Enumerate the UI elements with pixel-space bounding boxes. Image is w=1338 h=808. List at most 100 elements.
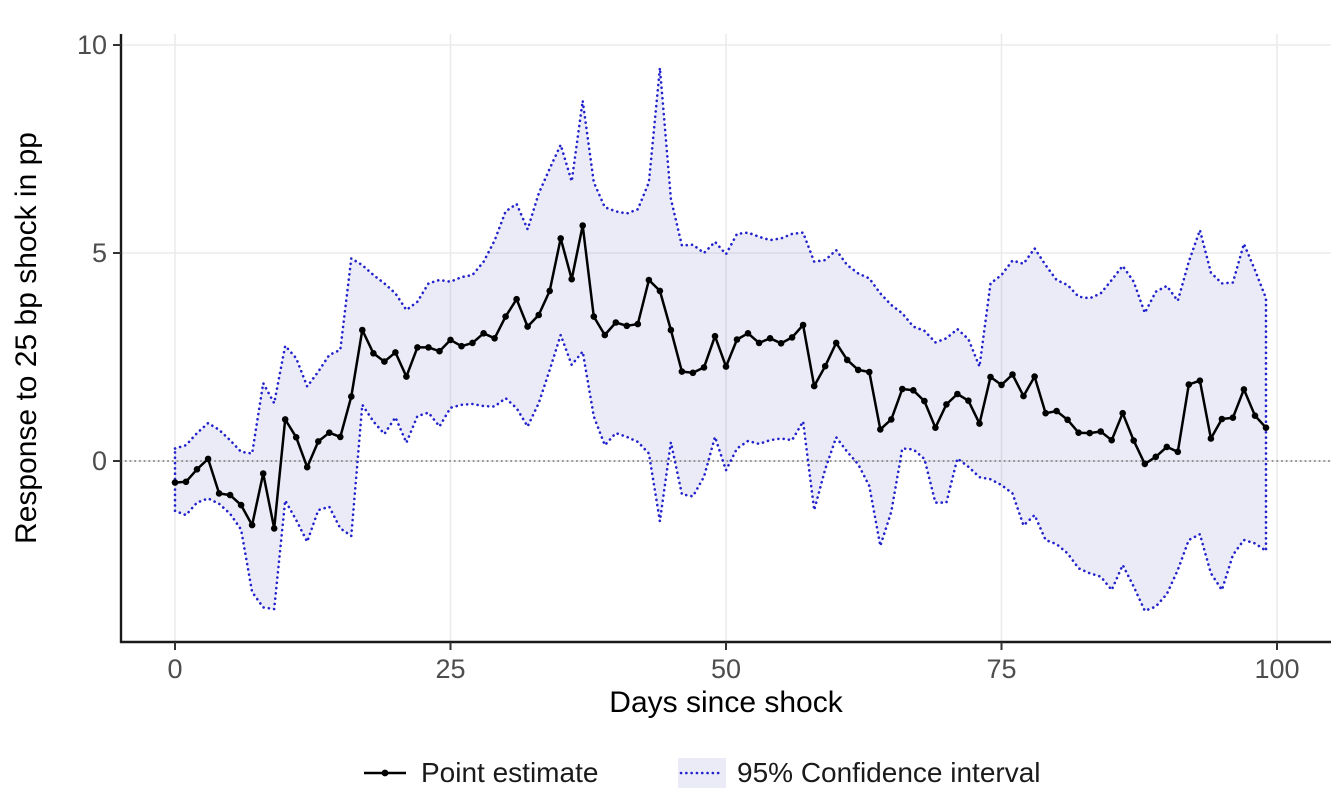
point-marker [921,397,928,405]
point-marker [821,362,829,370]
point-marker [326,429,333,437]
point-marker [810,382,818,390]
y-tick-label: 0 [92,446,107,476]
point-marker [788,334,796,341]
point-marker [943,401,950,408]
legend-entry-confidence-interval: 95% Confidence interval [678,757,1041,788]
point-marker [656,287,664,295]
legend-entry-point-estimate: Point estimate [364,757,598,788]
point-marker [403,373,410,380]
legend-point-estimate-label: Point estimate [421,757,598,788]
point-estimate-line [174,224,1267,530]
point-marker [667,326,675,334]
point-marker [359,326,366,334]
point-marker [425,344,432,351]
point-marker [392,349,399,356]
point-marker [1119,409,1126,417]
point-marker [623,322,631,330]
point-marker [524,323,531,330]
point-marker [348,393,355,400]
y-tick-label: 5 [92,238,107,268]
point-marker [502,313,509,320]
point-marker [1130,437,1137,444]
point-marker [854,366,862,374]
point-marker [645,276,653,284]
point-marker [755,339,763,347]
point-marker [910,387,917,394]
point-marker [1262,424,1270,432]
point-marker [557,235,564,242]
point-marker [469,339,476,347]
point-marker [976,420,983,427]
point-marker [480,330,487,337]
point-marker [1163,443,1171,451]
point-marker [1031,373,1038,380]
point-marker [689,369,697,377]
point-marker [612,319,620,326]
point-marker [987,373,994,381]
point-marker [447,336,454,344]
point-marker [733,336,741,343]
x-tick-label: 25 [435,654,465,684]
point-marker [1196,377,1204,385]
point-marker [237,501,245,509]
point-marker [1064,416,1071,424]
point-marker [259,470,267,477]
point-marker [634,320,642,328]
ci-band-outline [173,66,1268,613]
point-marker [744,330,752,337]
point-marker [1042,409,1049,417]
point-marker [700,364,708,371]
point-marker [226,491,234,499]
point-marker [370,350,377,357]
point-marker [832,339,840,347]
point-marker [248,521,256,529]
point-marker [491,335,498,342]
point-marker [303,463,311,471]
point-marker [877,426,884,433]
point-estimate-key-marker-icon [381,769,389,777]
y-axis-title: Response to 25 bp shock in pp [10,132,43,544]
point-marker [458,342,465,350]
point-marker [843,356,851,364]
point-marker [513,295,520,303]
x-axis-title: Days since shock [609,686,843,719]
point-marker [1097,428,1104,435]
point-marker [899,385,906,393]
point-marker [337,433,344,441]
point-marker [193,466,201,473]
point-marker [1174,448,1182,456]
point-marker [204,455,212,463]
point-marker [678,368,686,375]
point-marker [722,363,730,370]
point-marker [777,340,785,347]
point-marker [1009,371,1016,378]
point-marker [1152,453,1160,461]
point-marker [270,525,278,532]
point-marker [888,416,895,423]
point-marker [315,438,322,445]
x-tick-label: 75 [986,654,1016,684]
x-tick-label: 100 [1254,654,1299,684]
point-marker [215,490,223,497]
point-marker [1141,460,1149,468]
point-marker [1086,429,1093,437]
x-tick-label: 50 [711,654,741,684]
point-marker [281,416,289,423]
point-marker [711,332,719,340]
point-marker [998,381,1005,389]
point-marker [1229,414,1237,422]
point-marker [579,222,586,229]
point-marker [436,347,443,355]
point-marker [1075,429,1082,437]
y-tick-label: 10 [77,30,107,60]
x-tick-label: 0 [167,654,182,684]
point-marker [414,344,421,351]
point-marker [182,478,190,486]
point-marker [866,368,873,376]
legend-ci-label: 95% Confidence interval [737,757,1041,788]
point-marker [546,287,553,295]
legend: Point estimate 95% Confidence interval [364,757,1041,788]
point-marker [1185,381,1193,388]
